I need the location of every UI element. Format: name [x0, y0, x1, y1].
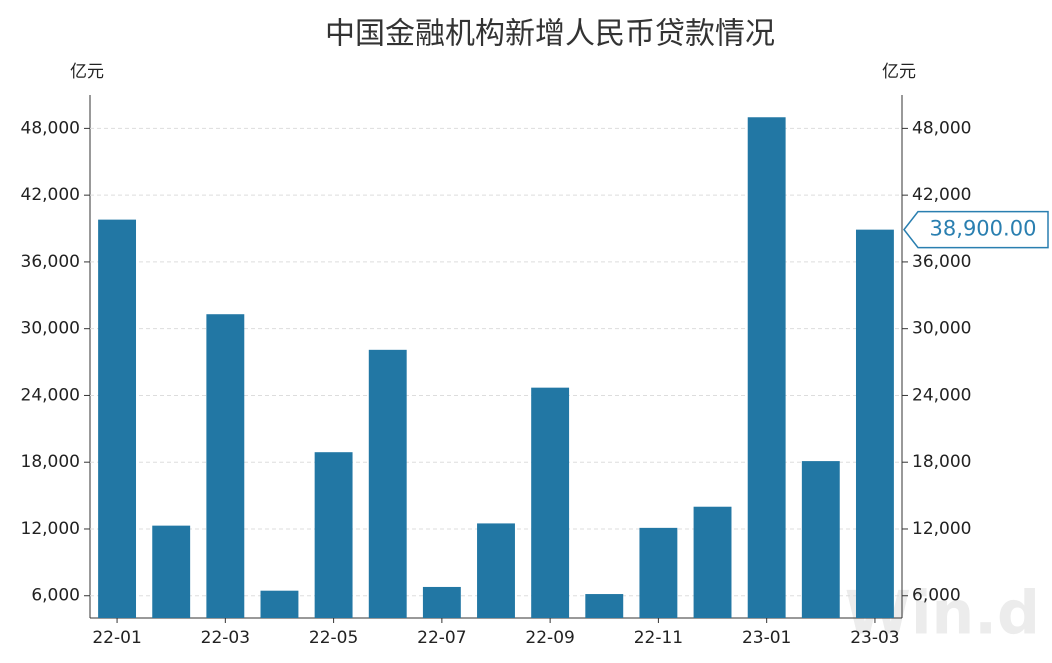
x-tick-label: 22-05 [309, 628, 358, 648]
y-tick-label: 12,000 [21, 519, 80, 539]
bar [585, 594, 624, 618]
y-tick-label: 30,000 [21, 319, 80, 339]
x-tick-label: 22-03 [201, 628, 250, 648]
y-tick-label: 6,000 [31, 586, 80, 606]
y2-tick-label: 42,000 [912, 185, 971, 205]
bar [206, 314, 245, 618]
bar [152, 525, 191, 618]
bar [314, 452, 353, 618]
x-tick-label: 23-01 [742, 628, 791, 648]
x-tick-label: 22-09 [525, 628, 574, 648]
value-label: 38,900.00 [930, 217, 1037, 241]
y-tick-label: 48,000 [21, 118, 80, 138]
bar [531, 387, 570, 618]
chart-title: 中国金融机构新增人民币贷款情况 [325, 17, 775, 52]
y2-tick-label: 6,000 [912, 586, 961, 606]
y2-tick-label: 30,000 [912, 319, 971, 339]
y-tick-label: 18,000 [21, 452, 80, 472]
y-tick-label: 42,000 [21, 185, 80, 205]
bar [98, 219, 137, 618]
bar [693, 506, 732, 618]
y2-tick-label: 36,000 [912, 252, 971, 272]
y-tick-label: 24,000 [21, 385, 80, 405]
bar [639, 527, 678, 618]
x-tick-label: 22-07 [417, 628, 466, 648]
bar [801, 461, 840, 618]
bar [260, 590, 299, 618]
bar [855, 229, 894, 618]
y2-tick-label: 12,000 [912, 519, 971, 539]
bar [422, 586, 461, 618]
x-tick-label: 23-03 [850, 628, 899, 648]
y2-tick-label: 48,000 [912, 118, 971, 138]
y2-tick-label: 24,000 [912, 385, 971, 405]
y2-unit: 亿元 [882, 62, 916, 82]
bar [477, 523, 515, 618]
y2-tick-label: 18,000 [912, 452, 971, 472]
value-label-box [903, 210, 1049, 249]
x-tick-label: 22-01 [92, 628, 141, 648]
bar [368, 349, 407, 618]
y-unit: 亿元 [70, 62, 104, 82]
x-tick-label: 22-11 [634, 628, 683, 648]
bar [747, 117, 786, 619]
y-tick-label: 36,000 [21, 252, 80, 272]
